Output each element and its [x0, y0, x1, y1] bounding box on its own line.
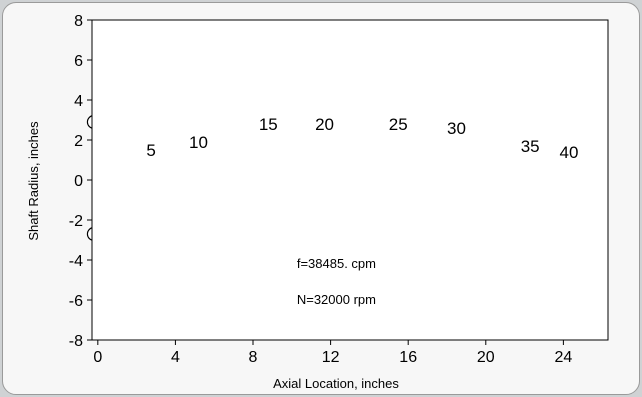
- station-label: 40: [560, 143, 579, 162]
- x-tick-label: 24: [554, 349, 572, 366]
- station-label: 30: [447, 119, 466, 138]
- station-label: 20: [315, 115, 334, 134]
- y-tick-label: -6: [69, 293, 83, 310]
- x-tick-label: 16: [399, 349, 417, 366]
- plot-area: [91, 19, 609, 341]
- station-label: 10: [189, 133, 208, 152]
- y-tick-label: 4: [74, 93, 83, 110]
- station-label: 5: [146, 141, 155, 160]
- x-tick-label: 12: [322, 349, 340, 366]
- station-label: 25: [389, 115, 408, 134]
- station-label: 15: [259, 115, 278, 134]
- y-tick-label: -8: [69, 333, 83, 350]
- x-tick-label: 20: [477, 349, 495, 366]
- y-tick-label: -2: [69, 213, 83, 230]
- y-tick-label: 6: [74, 53, 83, 70]
- y-tick-label: 0: [74, 173, 83, 190]
- station-label: 35: [521, 137, 540, 156]
- y-axis-title: Shaft Radius, inches: [26, 121, 41, 241]
- frequency-annotation: f=38485. cpm: [297, 256, 376, 271]
- y-tick-label: -4: [69, 253, 83, 270]
- y-tick-label: 2: [74, 133, 83, 150]
- y-tick-label: 8: [74, 13, 83, 30]
- chart-labels: 5 10 15 20 25 30 35 40 f=38485. cpm N=32000 rpm: [146, 115, 578, 307]
- x-tick-label: 0: [93, 349, 102, 366]
- x-axis-title: Axial Location, inches: [273, 376, 399, 391]
- frequency-annotation: N=32000 rpm: [297, 292, 376, 307]
- x-tick-label: 8: [249, 349, 258, 366]
- x-tick-label: 4: [171, 349, 180, 366]
